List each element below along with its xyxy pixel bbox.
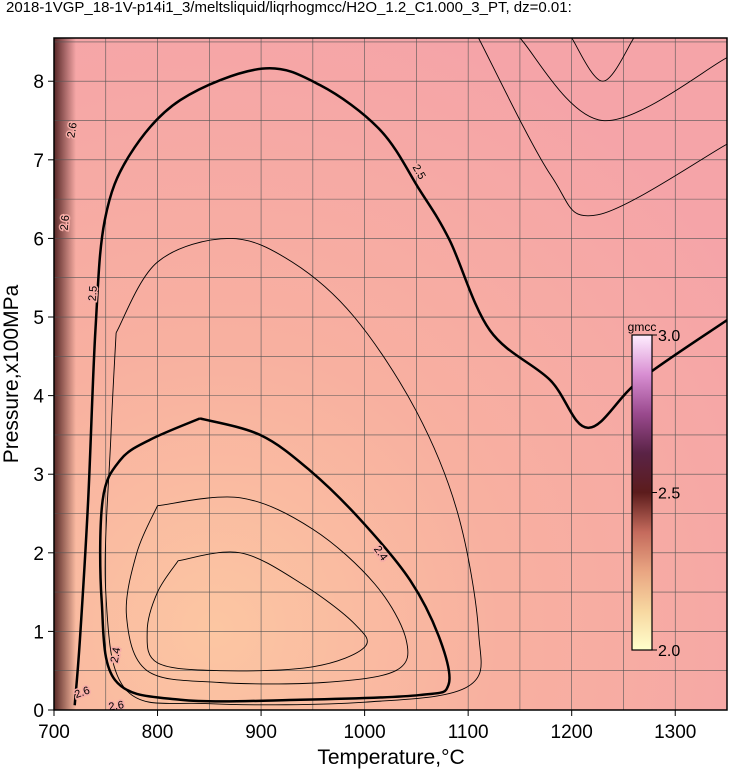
contour-label: 2.6 (65, 122, 79, 139)
colorbar-tick-label: 2.5 (658, 486, 680, 503)
edge-shade (54, 38, 76, 710)
x-tick-label: 1000 (343, 722, 385, 743)
axes: 700 800 900 1000 1100 1200 1300 0 1 2 3 4 5 6 7 8 (33, 72, 696, 743)
y-tick-label: 8 (33, 72, 44, 93)
plot-background (54, 38, 727, 710)
contour-label: 2.6 (108, 699, 125, 713)
x-tick-label: 1100 (448, 722, 489, 743)
contour-bold (73, 66, 727, 706)
x-axis-label: Temperature,°C (317, 746, 464, 769)
x-tick-label: 900 (245, 722, 277, 743)
colorbar-tick-label: 3.0 (658, 328, 680, 345)
contour-label: 2.5 (87, 285, 100, 301)
y-tick-label: 0 (33, 701, 44, 722)
x-tick-label: 700 (38, 722, 70, 743)
chart-title: 2018-1VGP_18-1V-p14i1_3/meltsliquid/liqr… (6, 0, 572, 16)
contour-line (571, 38, 635, 82)
colorbar-scale (631, 334, 653, 651)
contour-label: 2.4 (109, 647, 123, 664)
x-tick-label: 800 (142, 722, 174, 743)
y-tick-label: 1 (33, 622, 44, 643)
contour-line (146, 551, 368, 672)
y-tick-label: 7 (33, 151, 44, 172)
y-tick-label: 6 (33, 229, 44, 250)
contour-bold (98, 417, 451, 703)
y-tick-label: 3 (33, 465, 44, 486)
contour-line (478, 38, 727, 217)
colorbar: gmcc 2.0 2.5 3.0 (628, 320, 681, 660)
y-tick-label: 2 (33, 544, 44, 565)
contour-line (125, 496, 409, 685)
y-tick-label: 5 (33, 308, 44, 329)
y-axis-label: Pressure,x100MPa (0, 284, 23, 463)
x-tick-label: 1200 (551, 722, 593, 743)
contour-label: 2.6 (59, 215, 72, 231)
plot-frame (53, 37, 728, 711)
colorbar-tick-label: 2.0 (658, 643, 680, 660)
contour-line (519, 38, 727, 121)
contours (73, 38, 727, 706)
colorbar-label: gmcc (628, 320, 657, 334)
grid (54, 38, 727, 710)
contour-line (104, 237, 482, 706)
y-tick-label: 4 (33, 387, 44, 408)
x-tick-label: 1300 (654, 722, 696, 743)
